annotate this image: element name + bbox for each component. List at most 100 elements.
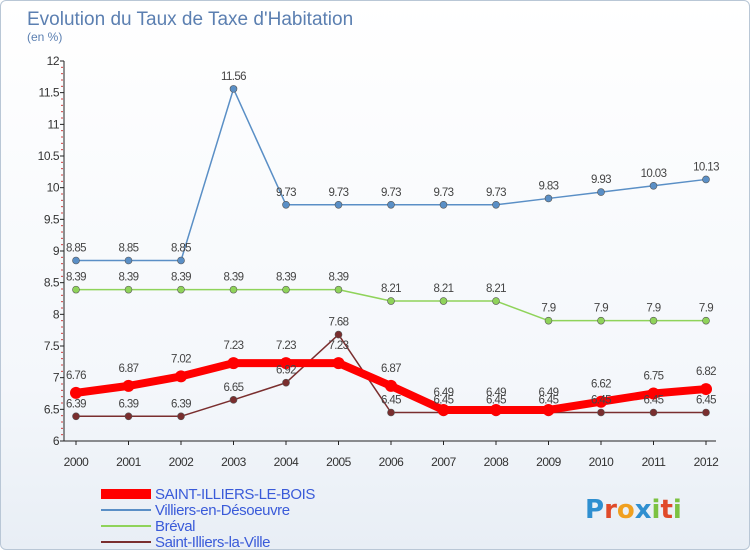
- data-point: [72, 256, 80, 265]
- legend-swatch: [101, 489, 151, 499]
- y-minor-tick: [61, 326, 63, 328]
- y-minor-tick: [61, 212, 63, 214]
- y-minor-tick: [61, 383, 63, 385]
- data-label: 6.62: [591, 379, 611, 391]
- y-minor-tick: [61, 206, 63, 208]
- y-minor-tick: [61, 256, 63, 258]
- y-tick-label: 10: [47, 181, 60, 195]
- data-label: 9.73: [276, 187, 296, 199]
- logo-letter: r: [604, 495, 617, 525]
- data-label: 6.45: [486, 395, 506, 407]
- data-point: [597, 316, 605, 325]
- data-label: 9.73: [329, 187, 349, 199]
- y-tick-label: 10.5: [38, 149, 60, 163]
- y-tick-label: 6.5: [44, 402, 60, 416]
- data-label: 6.39: [66, 398, 86, 410]
- data-point: [649, 316, 658, 325]
- logo-letter: i: [673, 495, 682, 525]
- data-point: [387, 200, 395, 209]
- data-point: [437, 403, 450, 416]
- data-label: 11.56: [221, 71, 246, 83]
- chart-subtitle: (en %): [27, 30, 62, 44]
- logo-letter: o: [617, 495, 635, 525]
- data-point: [492, 297, 500, 305]
- data-point: [439, 200, 448, 209]
- y-minor-tick: [61, 402, 63, 404]
- legend-label: Saint-Illiers-la-Ville: [155, 534, 270, 550]
- x-tick-label: 2003: [221, 455, 247, 469]
- data-point: [282, 378, 290, 387]
- y-tick-label: 7.5: [44, 339, 60, 353]
- data-label: 7.02: [171, 353, 191, 365]
- data-point: [334, 285, 343, 294]
- y-minor-tick: [61, 339, 63, 341]
- data-label: 9.73: [434, 187, 454, 199]
- y-minor-tick: [61, 358, 63, 360]
- y-minor-tick: [61, 168, 63, 170]
- data-point: [227, 357, 240, 370]
- data-label: 6.45: [591, 395, 611, 407]
- data-label: 6.49: [539, 387, 559, 399]
- data-point: [542, 403, 555, 416]
- data-label: 6.45: [434, 395, 454, 407]
- y-minor-tick: [61, 434, 63, 436]
- legend-label: SAINT-ILLIERS-LE-BOIS: [155, 486, 315, 503]
- y-minor-tick: [61, 85, 63, 87]
- data-point: [387, 408, 395, 417]
- logo-letter: t: [660, 495, 672, 525]
- y-minor-tick: [61, 294, 63, 296]
- data-point: [649, 408, 658, 417]
- y-minor-tick: [61, 237, 63, 239]
- data-label: 7.9: [541, 303, 555, 315]
- data-label: 8.39: [119, 272, 139, 284]
- y-minor-tick: [61, 275, 63, 277]
- data-label: 6.45: [696, 395, 716, 407]
- legend-label: Bréval: [155, 518, 195, 535]
- logo-letter: x: [635, 495, 652, 525]
- data-label: 10.13: [693, 161, 719, 173]
- data-point: [229, 85, 238, 93]
- series-layer: [70, 85, 712, 421]
- data-label: 6.65: [224, 382, 244, 394]
- y-minor-tick: [61, 161, 63, 163]
- y-tick-label: 9.5: [44, 212, 60, 226]
- data-label: 6.45: [381, 395, 401, 407]
- y-minor-tick: [61, 149, 63, 151]
- data-label: 6.49: [434, 387, 454, 399]
- y-minor-tick: [61, 130, 63, 132]
- data-point: [649, 181, 658, 190]
- data-point: [385, 379, 397, 392]
- logo-letter: i: [652, 495, 661, 525]
- y-minor-tick: [61, 288, 63, 290]
- y-minor-tick: [61, 231, 63, 233]
- logo-wordmark: Proxiti: [585, 495, 682, 525]
- y-minor-tick: [61, 117, 63, 119]
- y-minor-tick: [61, 269, 63, 271]
- data-label: 6.87: [119, 363, 139, 375]
- data-point: [124, 412, 133, 421]
- data-label: 8.39: [329, 272, 349, 284]
- data-label: 6.49: [486, 387, 506, 399]
- y-minor-tick: [61, 98, 63, 100]
- y-minor-tick: [61, 180, 63, 182]
- x-tick-label: 2004: [274, 455, 300, 469]
- data-point: [647, 387, 660, 400]
- x-tick-label: 2010: [589, 455, 615, 469]
- data-label: 6.75: [644, 371, 664, 383]
- x-tick-label: 2008: [484, 455, 510, 469]
- data-label: 8.39: [66, 272, 86, 284]
- data-point: [177, 256, 185, 265]
- data-label: 7.9: [699, 303, 713, 315]
- data-point: [334, 330, 343, 339]
- y-minor-tick: [61, 111, 63, 113]
- data-label: 7.68: [329, 317, 349, 329]
- y-tick-label: 8: [53, 307, 60, 321]
- data-label: 6.92: [276, 365, 296, 377]
- y-minor-tick: [61, 79, 63, 81]
- data-label: 8.85: [171, 243, 191, 255]
- legend: SAINT-ILLIERS-LE-BOISVilliers-en-Désoeuv…: [101, 486, 316, 550]
- y-minor-tick: [61, 415, 63, 417]
- data-point: [439, 297, 448, 305]
- y-minor-tick: [61, 244, 63, 246]
- y-minor-tick: [61, 427, 63, 429]
